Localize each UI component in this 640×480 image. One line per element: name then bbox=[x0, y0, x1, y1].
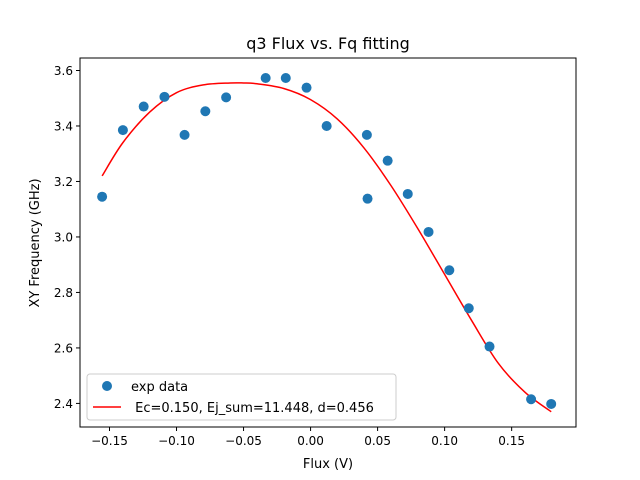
scatter-point bbox=[321, 120, 332, 131]
fit-line-layer bbox=[101, 82, 552, 413]
scatter-point bbox=[463, 303, 474, 314]
y-tick-label: 3.0 bbox=[54, 230, 73, 244]
scatter-point bbox=[179, 129, 190, 140]
x-tick-label: −0.05 bbox=[225, 434, 262, 448]
legend: exp data Ec=0.150, Ej_sum=11.448, d=0.45… bbox=[86, 373, 397, 421]
x-tick-label: 0.15 bbox=[498, 434, 525, 448]
legend-label-exp-data: exp data bbox=[131, 380, 188, 395]
scatter-point bbox=[484, 341, 495, 352]
y-tick-label: 3.6 bbox=[54, 64, 73, 78]
scatter-point bbox=[280, 72, 291, 83]
scatter-point bbox=[444, 265, 455, 276]
scatter-point bbox=[301, 82, 312, 93]
scatter-point bbox=[402, 188, 413, 199]
scatter-point bbox=[97, 191, 108, 202]
x-tick-label: −0.15 bbox=[91, 434, 128, 448]
scatter-point bbox=[382, 155, 393, 166]
scatter-points-layer bbox=[97, 72, 557, 409]
y-tick-label: 3.4 bbox=[54, 119, 73, 133]
legend-scatter-marker bbox=[102, 381, 112, 391]
x-axis-label: Flux (V) bbox=[303, 457, 353, 472]
scatter-point bbox=[361, 129, 372, 140]
scatter-point bbox=[221, 92, 232, 103]
y-tick-label: 2.8 bbox=[54, 286, 73, 300]
legend-box bbox=[86, 373, 397, 421]
scatter-point bbox=[260, 72, 271, 83]
scatter-point bbox=[117, 125, 128, 136]
scatter-point bbox=[546, 398, 557, 409]
y-tick-label: 2.6 bbox=[54, 341, 73, 355]
x-tick-label: 0.10 bbox=[431, 434, 458, 448]
legend-label-fit: Ec=0.150, Ej_sum=11.448, d=0.456 bbox=[131, 401, 374, 416]
x-tick-label: −0.10 bbox=[158, 434, 195, 448]
scatter-point bbox=[423, 226, 434, 237]
scatter-point bbox=[138, 101, 149, 112]
fit-curve bbox=[101, 82, 552, 413]
scatter-point bbox=[526, 394, 537, 405]
scatter-point bbox=[200, 106, 211, 117]
scatter-point bbox=[362, 193, 373, 204]
scatter-point bbox=[159, 91, 170, 102]
x-tick-label: 0.00 bbox=[297, 434, 324, 448]
y-tick-label: 2.4 bbox=[54, 397, 73, 411]
ticks-layer: −0.15 −0.10 −0.05 0.00 0.05 0.10 0.15 2.4 2.6 2.8… bbox=[54, 64, 525, 448]
y-tick-label: 3.2 bbox=[54, 175, 73, 189]
plot-frame bbox=[79, 57, 577, 428]
y-axis-label: XY Frequency (GHz) bbox=[28, 178, 43, 307]
chart-title: q3 Flux vs. Fq fitting bbox=[246, 34, 410, 53]
x-tick-label: 0.05 bbox=[364, 434, 391, 448]
